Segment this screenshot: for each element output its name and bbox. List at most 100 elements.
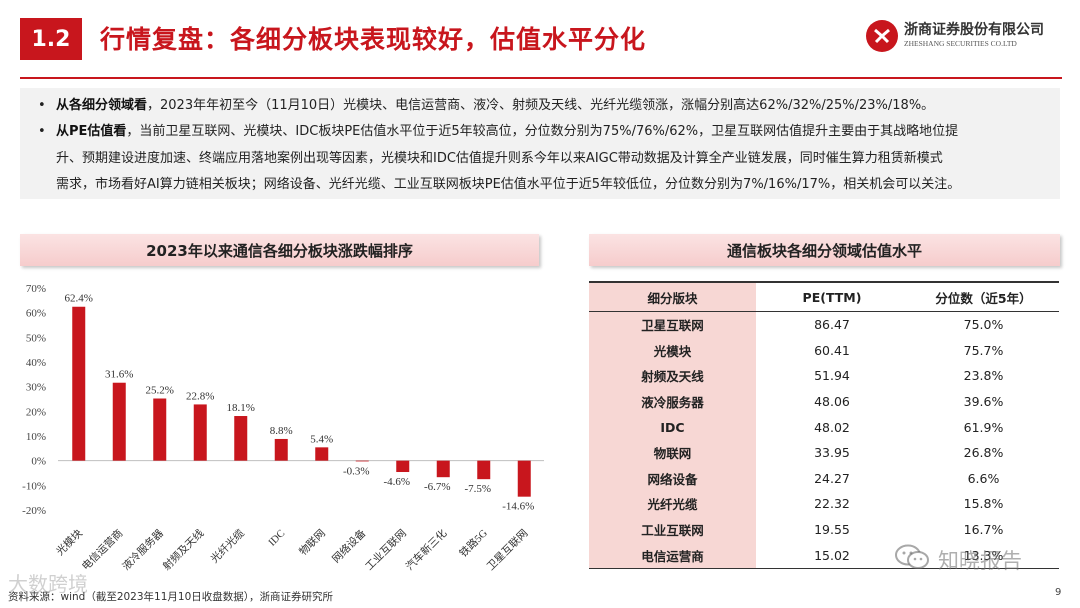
- bar-value-label: 8.8%: [270, 425, 293, 437]
- cell-pe: 51.94: [814, 368, 850, 384]
- cell-percentile: 61.9%: [963, 419, 1004, 435]
- bullet-text: ，2023年年初至今（11月10日）光模块、电信运营商、液冷、射频及天线、光纤光…: [147, 98, 935, 113]
- cell-pe: 19.55: [814, 522, 850, 538]
- table-row: 液冷服务器 48.06 39.6%: [589, 388, 1059, 415]
- bullet-text-line-3: 需求，市场看好AI算力链相关板块；网络设备、光纤光缆、工业互联网板块PE估值水平…: [56, 177, 961, 192]
- bar-value-label: 5.4%: [310, 433, 333, 445]
- cell-percentile: 6.6%: [967, 470, 1000, 486]
- cell-sector: 电信运营商: [589, 542, 756, 569]
- bullet-sector-performance: • 从各细分领域看，2023年年初至今（11月10日）光模块、电信运营商、液冷、射…: [30, 93, 1055, 120]
- table-row: 网络设备 24.27 6.6%: [589, 465, 1059, 492]
- cell-pe: 24.27: [814, 470, 850, 486]
- cell-sector: 网络设备: [589, 465, 756, 492]
- header-divider: [20, 77, 1062, 79]
- bar-value-label: 22.8%: [186, 390, 214, 402]
- bar-value-label: 31.6%: [105, 369, 133, 381]
- x-category-label: 射频及天线: [160, 526, 207, 573]
- cell-pe: 15.02: [756, 542, 908, 569]
- cell-pe: 60.41: [814, 342, 850, 358]
- bar-value-label: 25.2%: [146, 385, 174, 397]
- page-number: 9: [1055, 587, 1062, 598]
- cell-pe: 86.47: [814, 317, 850, 333]
- bar: [477, 460, 491, 480]
- table-row: IDC 48.02 61.9%: [589, 414, 1059, 440]
- cell-percentile: 13.3%: [908, 542, 1059, 569]
- bar: [112, 382, 126, 461]
- bar-value-label: -6.7%: [424, 481, 451, 493]
- bar-value-label: -14.6%: [502, 501, 534, 513]
- watermark-left: 大数跨境: [8, 572, 88, 596]
- y-tick-label: -20%: [22, 505, 46, 517]
- bullet-text-line-2: 升、预期建设进度加速、终端应用落地案例出现等因素，光模块和IDC估值提升则系今年…: [56, 150, 943, 166]
- y-tick-label: 30%: [26, 382, 46, 394]
- y-tick-label: 70%: [26, 283, 46, 295]
- logo-mark-icon: [866, 20, 898, 52]
- table-row: 物联网 33.95 26.8%: [589, 439, 1059, 466]
- valuation-table: 细分版块 PE(TTM) 分位数（近5年） 卫星互联网 86.47 75.0% 光模…: [589, 281, 1059, 569]
- bullet-lead: 从PE估值看: [56, 124, 127, 139]
- page-title: 行情复盘：各细分板块表现较好，估值水平分化: [100, 25, 647, 54]
- cell-sector: 射频及天线: [589, 363, 756, 389]
- bar: [72, 306, 86, 461]
- cell-sector: 卫星互联网: [589, 311, 756, 338]
- cell-sector: 液冷服务器: [589, 388, 756, 415]
- cell-sector: 物联网: [589, 439, 756, 466]
- cell-percentile: 26.8%: [963, 445, 1004, 461]
- y-tick-label: 50%: [26, 332, 46, 344]
- table-row: 卫星互联网 86.47 75.0%: [589, 311, 1059, 338]
- cell-percentile: 15.8%: [963, 496, 1004, 512]
- cell-sector: 光模块: [589, 337, 756, 364]
- bullet-lead: 从各细分领域看: [56, 98, 148, 113]
- bar: [436, 460, 450, 478]
- company-logo: 浙商证券股份有限公司 ZHESHANG SECURITIES CO.LTD: [866, 16, 1066, 56]
- y-tick-label: 60%: [26, 308, 46, 320]
- bar: [193, 404, 207, 461]
- y-tick-label: 0%: [31, 456, 46, 468]
- x-category-label: 电信运营商: [79, 527, 125, 573]
- x-category-label: 液冷服务器: [120, 526, 167, 573]
- cell-sector: 工业互联网: [589, 516, 756, 543]
- cell-percentile: 39.6%: [963, 394, 1004, 410]
- x-category-label: 物联网: [296, 527, 327, 558]
- table-row: 光模块 60.41 75.7%: [589, 337, 1059, 364]
- y-tick-label: 10%: [26, 431, 46, 443]
- cell-percentile: 75.0%: [963, 317, 1004, 333]
- table-row: 工业互联网 19.55 16.7%: [589, 516, 1059, 543]
- header-sector: 细分版块: [589, 281, 756, 312]
- bar: [396, 460, 410, 473]
- cell-pe: 22.32: [814, 496, 850, 512]
- table-row: 射频及天线 51.94 23.8%: [589, 363, 1059, 389]
- source-note: 资料来源：wind（截至2023年11月10日收盘数据），浙商证券研究所: [8, 591, 334, 603]
- table-header-row: 细分版块 PE(TTM) 分位数（近5年）: [589, 281, 1059, 312]
- cell-sector: 光纤光缆: [589, 491, 756, 517]
- bullet-dot-icon: •: [38, 124, 46, 139]
- header-percentile: 分位数（近5年）: [908, 281, 1059, 312]
- x-category-label: 网络设备: [329, 526, 368, 565]
- table-row: 光纤光缆 22.32 15.8%: [589, 491, 1059, 517]
- bar: [153, 398, 167, 461]
- section-number-badge: 1.2: [20, 18, 82, 60]
- wechat-icon: [895, 544, 929, 569]
- cell-pe: 33.95: [814, 445, 850, 461]
- bullet-pe-valuation: • 从PE估值看，当前卫星互联网、光模块、IDC板块PE估值水平位于近5年较高位，…: [30, 119, 1055, 199]
- x-category-label: 铁路5G: [457, 526, 490, 559]
- logo-chinese-name: 浙商证券股份有限公司: [904, 22, 1044, 38]
- logo-english-name: ZHESHANG SECURITIES CO.LTD: [904, 39, 1017, 48]
- x-category-label: 光纤光缆: [208, 526, 247, 565]
- bar-value-label: -4.6%: [383, 476, 410, 488]
- bullet-dot-icon: •: [38, 98, 46, 113]
- bar-value-label: -0.3%: [343, 465, 370, 477]
- cell-percentile: 16.7%: [963, 522, 1004, 538]
- bar: [517, 460, 531, 497]
- cell-pe: 48.06: [814, 394, 850, 410]
- table-title-banner: 通信板块各细分领域估值水平: [589, 234, 1060, 266]
- header-pe: PE(TTM): [756, 281, 908, 312]
- table-row: 电信运营商 15.02 13.3%: [589, 542, 1059, 569]
- sector-return-bar-chart: 70% 60% 50% 40% 30% 20% 10% 0% -10% -20% 62.4% 光模块 3…: [22, 283, 544, 573]
- cell-percentile: 23.8%: [963, 368, 1004, 384]
- bar: [234, 416, 248, 461]
- x-category-label: IDC: [267, 528, 288, 549]
- bar: [315, 447, 329, 461]
- y-tick-label: -10%: [22, 480, 46, 492]
- x-category-label: 光模块: [53, 526, 85, 558]
